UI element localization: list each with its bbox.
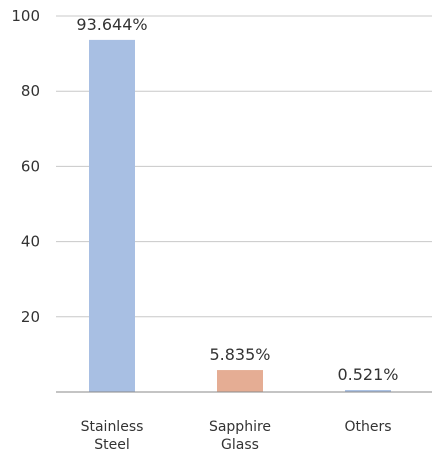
x-category-label: Others — [344, 419, 391, 435]
bars — [89, 39, 391, 392]
data-label: 93.644% — [76, 15, 147, 34]
y-tick-label: 40 — [21, 233, 40, 251]
bar — [89, 39, 135, 392]
x-category-label-line: Sapphire — [209, 419, 271, 435]
y-tick-label: 100 — [11, 7, 40, 25]
y-tick-label: 20 — [21, 308, 40, 326]
x-category-label-line: Stainless — [81, 419, 144, 435]
y-tick-label: 80 — [21, 82, 40, 100]
data-label: 5.835% — [209, 345, 270, 364]
y-axis-ticks: 20 40 60 80 100 — [11, 7, 40, 326]
x-category-label: Stainless Steel — [81, 419, 144, 453]
y-tick-label: 60 — [21, 157, 40, 175]
x-category-label-line: Steel — [94, 437, 130, 453]
x-category-label-line: Others — [344, 419, 391, 435]
x-category-label: Sapphire Glass — [209, 419, 271, 453]
bar — [345, 390, 391, 392]
bar — [217, 370, 263, 392]
x-category-label-line: Glass — [221, 437, 259, 453]
data-labels: 93.644% 5.835% 0.521% — [76, 15, 398, 384]
x-axis-categories: Stainless Steel Sapphire Glass Others — [81, 419, 392, 453]
data-label: 0.521% — [337, 365, 398, 384]
